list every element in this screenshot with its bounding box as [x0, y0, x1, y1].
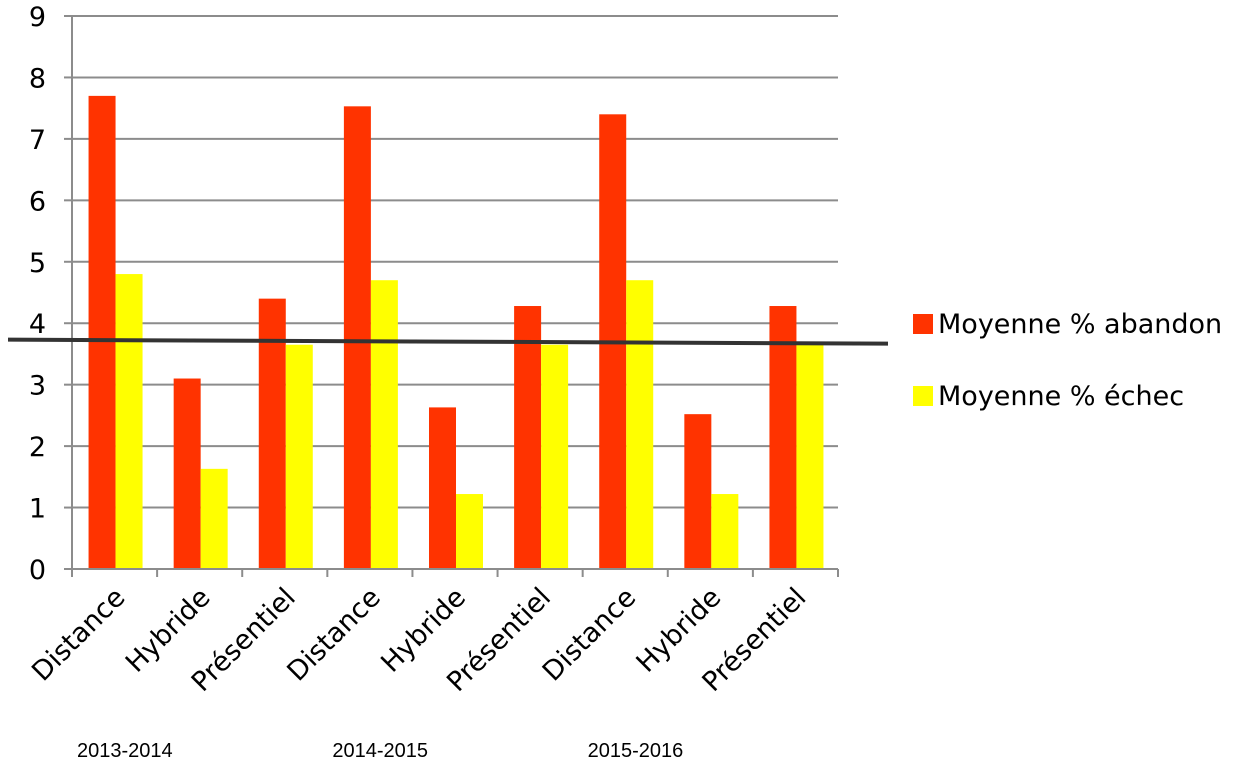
year-group-label: 2014-2015 [332, 740, 428, 762]
bar-abandon [769, 306, 797, 569]
year-group-label: 2013-2014 [77, 740, 173, 762]
bar-echec [115, 274, 143, 569]
x-category-label: Distance [537, 582, 642, 687]
reference-line [7, 337, 889, 346]
y-tick-label: 6 [29, 186, 46, 217]
bar-abandon [514, 306, 542, 569]
bar-echec [796, 344, 824, 569]
bar-echec [370, 280, 398, 569]
bar-echec [200, 468, 228, 569]
bar-abandon [173, 378, 201, 569]
y-tick-label: 4 [29, 309, 46, 340]
bar-abandon [343, 106, 371, 569]
bar-echec [541, 344, 569, 569]
x-category-label: Distance [281, 582, 386, 687]
year-group-label: 2015-2016 [588, 740, 684, 762]
bar-echec [711, 494, 739, 569]
legend-label: Moyenne % échec [938, 381, 1184, 412]
bar-abandon [429, 407, 456, 569]
legend-label: Moyenne % abandon [938, 309, 1222, 340]
y-tick-label: 0 [29, 555, 46, 586]
y-tick-label: 7 [29, 125, 46, 156]
y-tick-label: 5 [29, 248, 46, 279]
axes [7, 15, 889, 577]
y-tick-label: 2 [29, 432, 46, 463]
x-category-label: Distance [26, 582, 131, 687]
y-tick-label: 8 [29, 63, 46, 94]
bar-echec [456, 494, 483, 569]
y-tick-label: 9 [29, 2, 46, 33]
y-tick-label: 3 [29, 371, 46, 402]
legend-swatch [913, 314, 933, 334]
legend-swatch [913, 386, 933, 406]
bar-abandon [258, 298, 286, 569]
bars [88, 95, 824, 570]
y-tick-label: 1 [29, 494, 46, 525]
bar-echec [626, 280, 654, 569]
bar-abandon [684, 414, 712, 569]
axis-labels: 0123456789DistanceHybridePrésentielDista… [26, 2, 812, 762]
bar-abandon [88, 95, 116, 569]
bar-echec [285, 344, 313, 569]
legend: Moyenne % abandon Moyenne % échec [913, 309, 1222, 412]
